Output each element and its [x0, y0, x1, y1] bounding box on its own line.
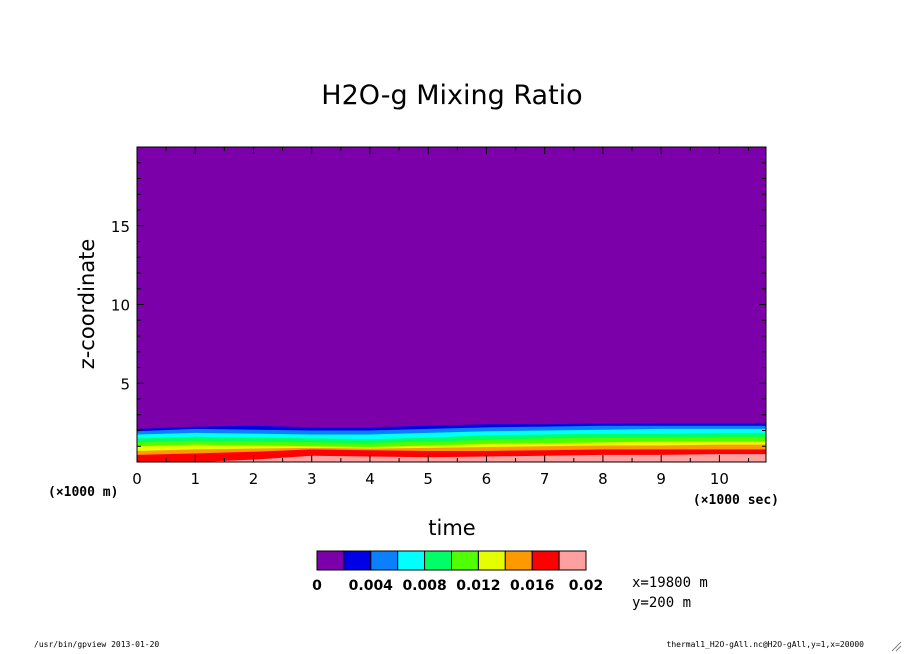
colorbar-labels: 0 0.004 0.008 0.012 0.016 0.02	[312, 578, 603, 594]
colorbar-swatch	[397, 550, 426, 571]
colorbar-swatch	[531, 550, 560, 571]
colorbar-label: 0.012	[456, 578, 500, 594]
colorbar	[316, 550, 587, 571]
colorbar-swatch	[424, 550, 453, 571]
x-tick-label: 10	[710, 470, 729, 488]
footer-program-date: /usr/bin/gpview 2013-01-20	[34, 640, 160, 649]
y-tick-label: 10	[111, 297, 130, 315]
contour-band-0	[137, 147, 766, 462]
x-tick-label: 6	[482, 470, 492, 488]
colorbar-swatch	[504, 550, 533, 571]
colorbar-label: 0	[312, 578, 322, 594]
x-axis-label: time	[428, 516, 475, 540]
x-tick-label: 9	[656, 470, 666, 488]
colorbar-swatch	[451, 550, 479, 571]
colorbar-swatch	[558, 550, 587, 571]
colorbar-swatch	[343, 550, 372, 571]
x-tick-label: 1	[190, 470, 200, 488]
x-tick-label: 8	[598, 470, 608, 488]
x-tick-label: 2	[249, 470, 259, 488]
y-unit-label: (×1000 m)	[48, 485, 118, 500]
contour-band-9	[137, 454, 766, 462]
x-tick-label: 0	[132, 470, 142, 488]
annotation-y: y=200 m	[632, 595, 691, 611]
x-tick-labels: 0 1 2 3 4 5 6 7 8 9 10	[132, 470, 729, 488]
x-tick-label: 4	[365, 470, 375, 488]
x-tick-label: 5	[423, 470, 433, 488]
resize-grip-icon[interactable]	[890, 640, 902, 652]
colorbar-swatch	[316, 550, 345, 571]
y-tick-label: 5	[120, 375, 130, 393]
y-tick-labels: 5 10 15	[111, 218, 130, 394]
y-tick-label: 15	[111, 218, 130, 236]
x-unit-label: (×1000 sec)	[693, 493, 779, 508]
colorbar-label: 0.016	[510, 578, 554, 594]
colorbar-label: 0.02	[569, 578, 604, 594]
colorbar-swatch	[477, 550, 506, 571]
x-tick-label: 7	[540, 470, 550, 488]
colorbar-label: 0.008	[402, 578, 446, 594]
chart-title: H2O-g Mixing Ratio	[321, 80, 582, 111]
colorbar-label: 0.004	[349, 578, 394, 594]
footer-source-file: thermal1_H2O-gAll.nc@H2O-gAll,y=1,x=2000…	[666, 640, 864, 649]
plot-frame	[136, 146, 767, 463]
colorbar-swatch	[370, 550, 399, 571]
x-tick-label: 3	[307, 470, 317, 488]
annotation-x: x=19800 m	[632, 575, 708, 591]
contour-fill	[137, 147, 766, 462]
y-axis-label: z-coordinate	[75, 239, 99, 370]
